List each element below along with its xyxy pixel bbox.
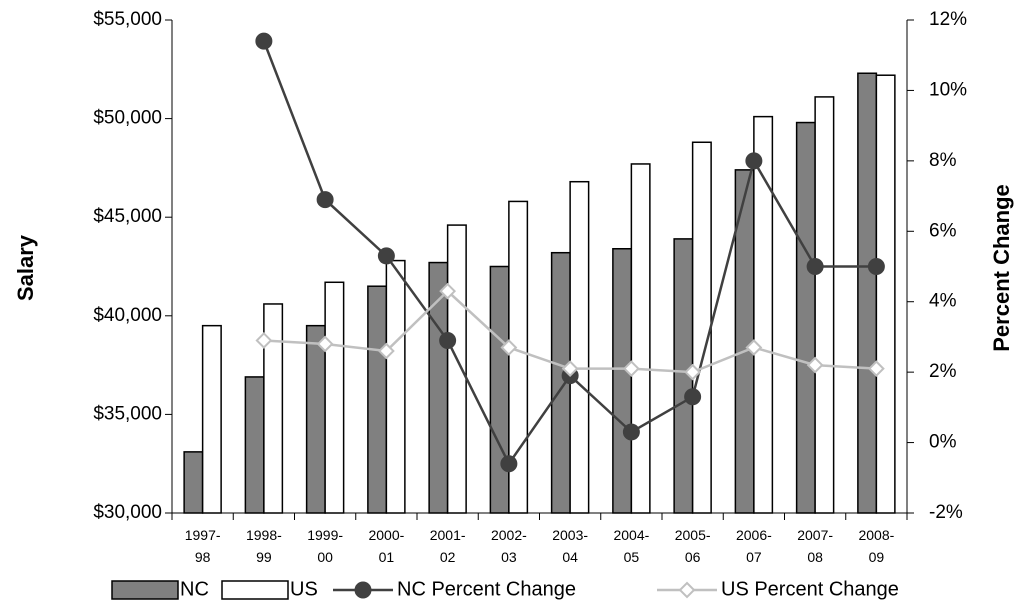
bar — [183, 451, 204, 514]
marker — [684, 363, 702, 381]
bar — [263, 303, 284, 514]
y-tick-label: $55,000 — [93, 9, 162, 30]
legend-label: US — [290, 578, 318, 600]
bar — [201, 324, 222, 514]
marker — [622, 360, 640, 378]
marker — [439, 282, 457, 300]
marker — [500, 455, 518, 473]
marker — [500, 339, 518, 356]
x-tick-label: 2005-06 — [675, 527, 711, 565]
bar — [857, 72, 878, 514]
marker — [354, 581, 372, 599]
bar — [244, 376, 265, 514]
x-tick-label: 2004-05 — [613, 527, 649, 565]
marker — [867, 258, 885, 275]
legend-label: NC — [180, 578, 209, 600]
y2-tick-label: 6% — [929, 220, 957, 241]
bar — [489, 265, 510, 514]
legend-swatch — [221, 580, 289, 600]
marker — [561, 360, 579, 378]
marker — [806, 356, 824, 374]
bar — [508, 200, 529, 514]
bar — [814, 96, 835, 514]
x-tick-label: 1998-99 — [246, 527, 282, 565]
y-tick-label: $30,000 — [93, 502, 162, 523]
marker — [255, 332, 273, 349]
y-tick-label: $35,000 — [93, 403, 162, 424]
x-tick-label: 1997-98 — [185, 527, 221, 565]
marker — [316, 191, 334, 209]
x-tick-label: 2006-07 — [736, 527, 772, 565]
x-tick-label: 2003-04 — [552, 527, 588, 565]
x-tick-label: 1999-00 — [307, 527, 343, 565]
y2-tick-label: 12% — [929, 9, 967, 30]
y2-axis-title: Percent Change — [989, 184, 1014, 352]
bar — [691, 141, 712, 514]
y-tick-label: $50,000 — [93, 108, 162, 129]
bar — [446, 224, 467, 514]
bar — [367, 285, 388, 514]
bar — [875, 74, 896, 514]
marker — [377, 247, 395, 265]
x-tick-label: 2008-09 — [858, 527, 894, 565]
marker — [255, 32, 273, 50]
y-tick-label: $45,000 — [93, 206, 162, 227]
y2-tick-label: 4% — [929, 291, 957, 312]
y2-tick-label: 0% — [929, 432, 957, 453]
legend-label: NC Percent Change — [397, 578, 576, 600]
marker — [745, 339, 763, 356]
marker — [439, 331, 457, 349]
marker — [684, 388, 702, 406]
y2-tick-label: 8% — [929, 150, 957, 171]
legend-swatch — [111, 580, 179, 600]
bar — [753, 115, 774, 514]
bar — [324, 281, 345, 514]
y2-tick-label: 2% — [929, 361, 957, 382]
y2-tick-label: 10% — [929, 79, 967, 100]
marker — [678, 581, 696, 599]
marker — [316, 335, 334, 353]
y2-tick-label: -2% — [929, 502, 963, 523]
marker — [867, 360, 885, 378]
x-tick-label: 2001-02 — [430, 527, 466, 565]
legend: NC US NC Percent Change US Percent Change — [111, 578, 899, 600]
x-tick-label: 2002-03 — [491, 527, 527, 565]
marker — [745, 152, 763, 170]
x-tick-label: 2007-08 — [797, 527, 833, 565]
y-axis-title: Salary — [13, 234, 38, 301]
y-tick-label: $40,000 — [93, 305, 162, 326]
bar — [385, 259, 406, 514]
marker — [806, 258, 824, 275]
bar — [795, 121, 816, 514]
bar — [630, 163, 651, 514]
marker — [622, 423, 640, 441]
marker — [377, 342, 395, 360]
legend-label: US Percent Change — [721, 578, 899, 600]
bar — [612, 248, 633, 514]
bar — [305, 324, 326, 514]
bar — [569, 180, 590, 514]
x-tick-label: 2000-01 — [368, 527, 404, 565]
